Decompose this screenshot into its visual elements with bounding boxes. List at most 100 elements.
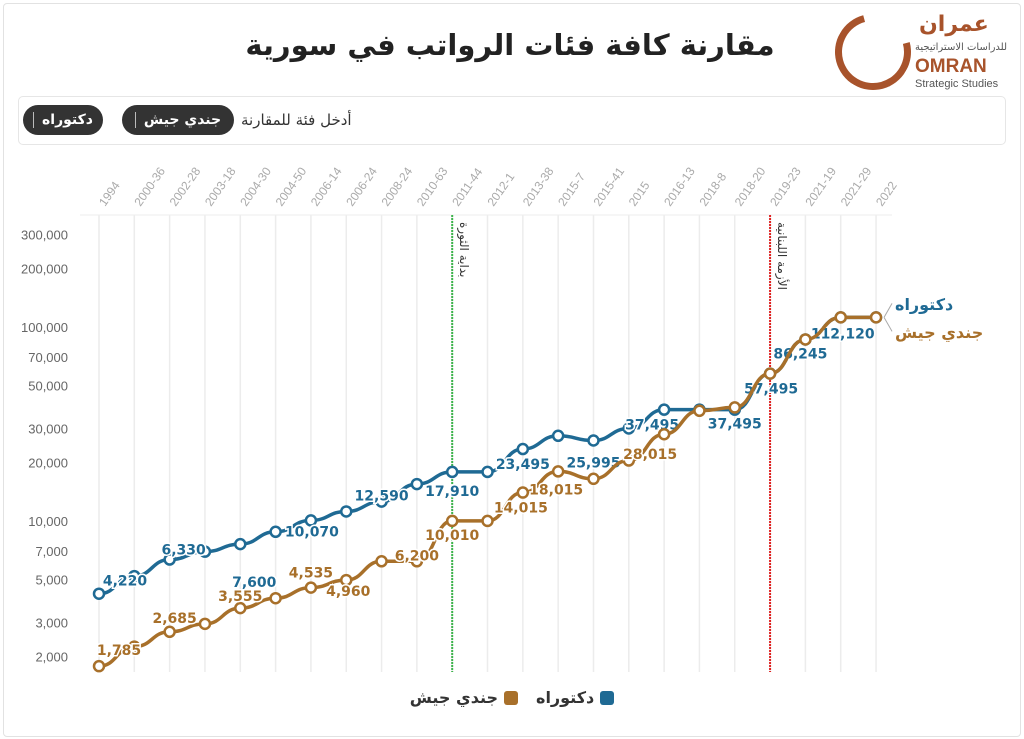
y-tick-label: 100,000	[21, 320, 68, 335]
data-label: 4,220	[103, 574, 148, 590]
x-tick-label: 2000-36	[131, 164, 168, 208]
data-point	[445, 465, 459, 479]
y-tick-label: 200,000	[21, 262, 68, 277]
data-point	[657, 427, 671, 441]
data-point	[269, 525, 282, 539]
legend-swatch	[600, 690, 615, 705]
data-label: 4,535	[289, 566, 333, 582]
y-tick-label: 300,000	[21, 227, 68, 242]
annotation-label: الأزمة اللبنانية	[774, 222, 790, 290]
data-point	[128, 569, 141, 583]
chip-separator	[33, 112, 35, 128]
data-label: 6,200	[395, 548, 440, 564]
x-tick-label: 2015-41	[590, 164, 627, 208]
data-label: 14,015	[494, 501, 548, 517]
x-tick-label: 2004-50	[273, 164, 310, 208]
data-point	[657, 403, 671, 416]
y-tick-label: 2,000	[35, 650, 68, 665]
data-point	[763, 367, 777, 380]
data-label: 18,015	[529, 482, 583, 498]
data-point	[622, 454, 636, 467]
x-tick-label: 2004-30	[237, 164, 274, 208]
series-end-label: دكتوراه	[895, 295, 953, 314]
chip-label: دكتوراه	[42, 112, 93, 128]
data-point	[375, 555, 388, 568]
data-point	[516, 442, 530, 456]
chip-soldier[interactable]: جندي جيش	[122, 105, 234, 135]
y-tick-label: 20,000	[28, 456, 68, 471]
legend-label: جندي جيش	[409, 688, 498, 707]
logo-arabic-sub: للدراسات الاستراتيجية	[915, 42, 1008, 53]
category-filter[interactable]: جندي جيش دكتوراه أدخل فئة للمقارنة	[18, 96, 1006, 145]
data-point	[304, 581, 318, 594]
page-title: مقارنة كافة فئات الرواتب في سورية	[245, 28, 775, 62]
data-label: 10,010	[425, 528, 479, 544]
x-tick-label: 2018-8	[696, 170, 729, 209]
data-point	[516, 486, 530, 499]
data-point	[799, 333, 812, 346]
x-tick-label: 2002-28	[167, 164, 204, 208]
data-point	[234, 601, 247, 615]
data-point	[481, 465, 494, 479]
y-tick-label: 50,000	[28, 378, 68, 393]
data-point	[728, 401, 742, 414]
x-tick-label: 2021-19	[802, 164, 839, 208]
y-tick-label: 3,000	[35, 615, 68, 630]
data-point	[163, 553, 176, 566]
x-tick-label: 2018-20	[732, 164, 769, 208]
x-tick-label: 2021-29	[838, 164, 875, 208]
data-label: 3,555	[218, 589, 262, 605]
data-label: 37,495	[708, 417, 762, 433]
data-label: 10,070	[285, 524, 339, 540]
data-point	[551, 429, 565, 443]
series-end-label: جندي جيش	[895, 323, 983, 343]
x-tick-label: 2022	[873, 179, 900, 209]
chip-label: جندي جيش	[143, 112, 222, 128]
data-point	[622, 422, 636, 435]
x-tick-label: 2003-18	[202, 164, 239, 208]
data-point	[869, 311, 883, 324]
x-tick-label: 2013-38	[520, 164, 557, 208]
data-label: 17,910	[425, 484, 479, 500]
legend-item-doctorate[interactable]: دكتوراه	[536, 688, 615, 707]
data-point	[198, 545, 212, 558]
logo-english-sub: Strategic Studies	[915, 78, 999, 90]
x-tick-label: 2006-24	[343, 164, 380, 208]
data-label: 4,960	[326, 584, 371, 600]
data-point	[410, 555, 424, 568]
x-tick-label: 2015-7	[555, 170, 588, 209]
data-point	[445, 514, 459, 528]
data-point	[410, 477, 424, 491]
data-point	[551, 465, 565, 478]
chip-separator	[134, 112, 136, 128]
y-tick-label: 70,000	[28, 350, 68, 365]
x-tick-label: 2019-23	[767, 164, 804, 208]
x-tick-label: 2010-63	[414, 164, 451, 208]
data-point	[693, 404, 706, 418]
data-label: 2,685	[152, 611, 196, 627]
data-label: 7,600	[232, 575, 277, 591]
data-point	[834, 311, 847, 324]
data-point	[339, 505, 353, 518]
omran-logo: عمران للدراسات الاستراتيجية OMRAN Strate…	[821, 0, 1010, 104]
chip-doctorate[interactable]: دكتوراه	[23, 105, 103, 135]
data-point	[481, 514, 494, 528]
data-point	[375, 495, 388, 508]
x-tick-label: 2015	[626, 179, 653, 209]
data-label: 12,590	[355, 489, 409, 505]
data-point	[92, 587, 106, 600]
legend-label: دكتوراه	[536, 688, 595, 707]
x-tick-label: 2008-24	[379, 164, 416, 208]
annotation-label: بداية الثورة	[456, 222, 471, 277]
legend-item-soldier[interactable]: جندي جيش	[410, 688, 518, 707]
data-label: 86,245	[773, 346, 827, 362]
x-tick-label: 2016-13	[661, 164, 698, 208]
end-label-connector	[883, 303, 893, 332]
data-point	[92, 659, 106, 673]
data-label: 112,120	[811, 326, 875, 342]
x-tick-label: 2012-1	[485, 170, 518, 209]
data-point	[339, 573, 353, 587]
data-point	[234, 537, 247, 551]
y-tick-label: 5,000	[35, 572, 68, 587]
data-point	[304, 514, 318, 527]
